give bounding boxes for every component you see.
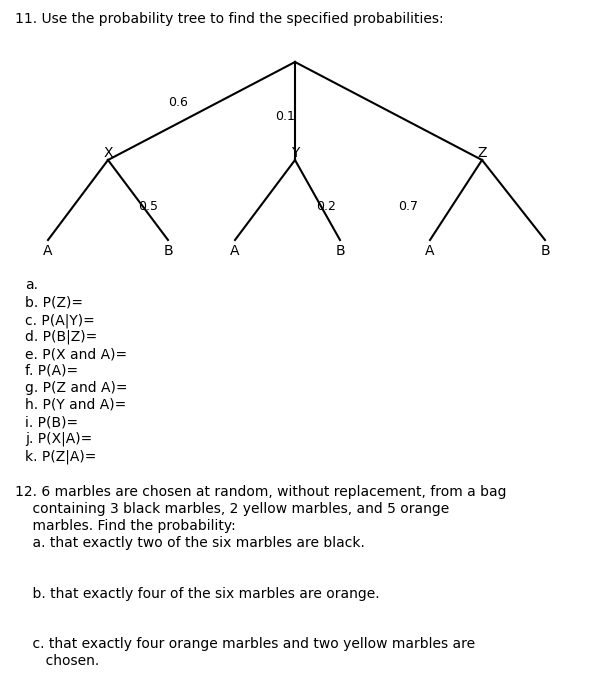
Text: g. P(Z and A)=: g. P(Z and A)= [25,381,127,395]
Text: 0.6: 0.6 [168,97,188,109]
Text: B: B [540,244,550,258]
Text: 11. Use the probability tree to find the specified probabilities:: 11. Use the probability tree to find the… [15,12,444,26]
Text: chosen.: chosen. [15,654,99,668]
Text: A: A [425,244,435,258]
Text: B: B [163,244,173,258]
Text: a.: a. [25,278,38,292]
Text: f. P(A)=: f. P(A)= [25,364,78,378]
Text: b. that exactly four of the six marbles are orange.: b. that exactly four of the six marbles … [15,587,379,601]
Text: marbles. Find the probability:: marbles. Find the probability: [15,519,236,533]
Text: c. that exactly four orange marbles and two yellow marbles are: c. that exactly four orange marbles and … [15,637,475,651]
Text: Y: Y [291,146,299,160]
Text: c. P(A|Y)=: c. P(A|Y)= [25,313,95,328]
Text: a. that exactly two of the six marbles are black.: a. that exactly two of the six marbles a… [15,536,365,550]
Text: 0.2: 0.2 [316,200,336,214]
Text: h. P(Y and A)=: h. P(Y and A)= [25,398,126,412]
Text: j. P(X|A)=: j. P(X|A)= [25,432,92,447]
Text: i. P(B)=: i. P(B)= [25,415,78,429]
Text: 12. 6 marbles are chosen at random, without replacement, from a bag: 12. 6 marbles are chosen at random, with… [15,485,506,499]
Text: d. P(B|Z)=: d. P(B|Z)= [25,330,97,344]
Text: 0.1: 0.1 [275,111,295,123]
Text: Z: Z [477,146,487,160]
Text: A: A [43,244,53,258]
Text: B: B [335,244,345,258]
Text: A: A [230,244,240,258]
Text: X: X [103,146,113,160]
Text: 0.5: 0.5 [138,200,158,214]
Text: containing 3 black marbles, 2 yellow marbles, and 5 orange: containing 3 black marbles, 2 yellow mar… [15,502,449,516]
Text: b. P(Z)=: b. P(Z)= [25,296,83,310]
Text: e. P(X and A)=: e. P(X and A)= [25,347,127,361]
Text: k. P(Z|A)=: k. P(Z|A)= [25,449,96,463]
Text: 0.7: 0.7 [398,200,418,214]
